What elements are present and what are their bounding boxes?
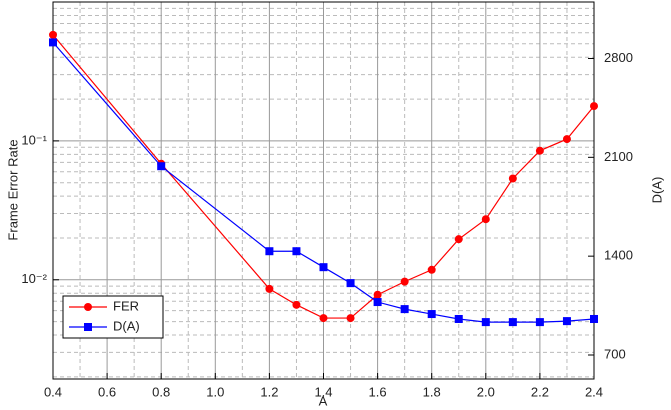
- legend-label: FER: [113, 298, 139, 313]
- marker: [346, 314, 355, 323]
- x-tick-label: 1.0: [206, 384, 224, 399]
- marker: [562, 135, 571, 144]
- y-axis-label: Frame Error Rate: [5, 139, 20, 240]
- marker: [454, 314, 463, 323]
- marker: [590, 314, 598, 323]
- legend-marker: [84, 303, 92, 311]
- marker: [319, 263, 328, 272]
- x-tick-label: 2.0: [477, 384, 495, 399]
- marker: [400, 277, 409, 286]
- y-tick-label: 10⁻²: [21, 271, 47, 286]
- x-tick-label: 2.4: [585, 384, 603, 399]
- marker: [265, 284, 274, 293]
- marker: [508, 174, 517, 183]
- marker: [157, 162, 166, 171]
- marker: [427, 310, 436, 319]
- y2-tick-label: 2800: [604, 50, 633, 65]
- marker: [292, 247, 301, 256]
- marker: [373, 298, 382, 307]
- marker: [481, 318, 490, 327]
- y-tick-label: 10⁻¹: [21, 132, 47, 147]
- x-tick-label: 1.2: [260, 384, 278, 399]
- marker: [590, 102, 598, 111]
- marker: [454, 235, 463, 244]
- marker: [292, 300, 301, 309]
- x-axis-label: A: [319, 393, 328, 408]
- x-tick-label: 1.8: [423, 384, 441, 399]
- legend-marker: [84, 323, 92, 331]
- x-tick-label: 0.8: [152, 384, 170, 399]
- y2-tick-label: 700: [604, 346, 626, 361]
- marker: [400, 305, 409, 314]
- marker: [265, 247, 274, 256]
- marker: [535, 318, 544, 327]
- legend-box: [62, 295, 164, 339]
- marker: [427, 265, 436, 274]
- legend-label: D(A): [113, 318, 140, 333]
- marker: [346, 279, 355, 288]
- marker: [319, 314, 328, 323]
- y2-tick-label: 1400: [604, 248, 633, 263]
- marker: [373, 290, 382, 299]
- x-tick-label: 0.6: [98, 384, 116, 399]
- marker: [49, 30, 57, 39]
- x-tick-label: 0.4: [44, 384, 62, 399]
- marker: [481, 215, 490, 224]
- plot-frame: [52, 1, 595, 380]
- marker: [535, 146, 544, 155]
- marker: [508, 318, 517, 327]
- x-tick-label: 1.4: [314, 384, 332, 399]
- y2-axis-label: D(A): [649, 177, 664, 204]
- marker: [49, 38, 57, 47]
- x-tick-label: 2.2: [531, 384, 549, 399]
- x-tick-label: 1.6: [369, 384, 387, 399]
- y2-tick-label: 2100: [604, 149, 633, 164]
- marker: [562, 317, 571, 326]
